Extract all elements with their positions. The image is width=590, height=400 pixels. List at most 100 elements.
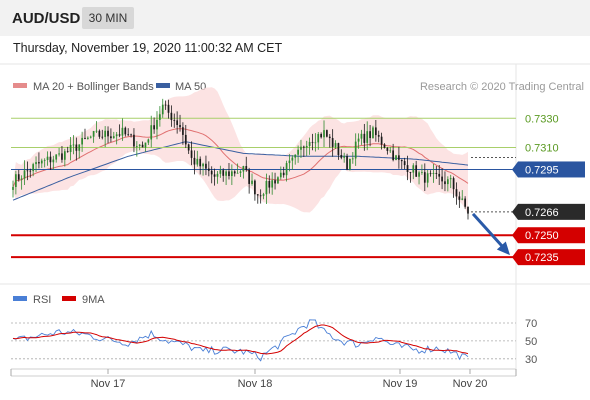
candle-body (351, 158, 354, 160)
candle-body (202, 163, 204, 167)
candle-body (87, 137, 89, 139)
candle-body (173, 120, 176, 121)
candle-body (395, 155, 397, 161)
level-tag-pointer (512, 249, 518, 266)
candle-body (331, 138, 334, 147)
forecast-arrow-shaft (471, 212, 505, 249)
candle-body (153, 125, 155, 130)
candle-body (467, 206, 469, 214)
candle-body (334, 143, 337, 147)
candle-body (104, 130, 107, 137)
candle-body (159, 114, 161, 120)
candle-body (63, 151, 66, 160)
candle-body (305, 145, 308, 148)
candle-body (225, 171, 227, 176)
level-label: 0.7310 (525, 143, 559, 155)
candle-body (46, 156, 49, 160)
candle-body (245, 166, 248, 171)
candle-body (418, 172, 420, 177)
candle-body (98, 130, 101, 137)
candle-body (415, 165, 418, 177)
candle-body (372, 127, 374, 139)
candle-body (446, 179, 449, 185)
x-tick-label: Nov 18 (238, 378, 273, 390)
rsi-ma-line (12, 324, 469, 355)
level-label: 0.7266 (525, 207, 559, 219)
candle-body (426, 173, 429, 183)
symbol-title: AUD/USD (12, 10, 81, 27)
candle-body (75, 144, 78, 151)
candle-body (374, 127, 377, 136)
candle-body (288, 160, 291, 164)
rsi-level-label: 30 (525, 354, 537, 366)
ma50-legend-label: MA 50 (175, 81, 206, 93)
level-tag (518, 227, 585, 244)
candle-body (81, 137, 83, 145)
candle-body (43, 159, 46, 161)
candle-body (207, 168, 210, 171)
candle-body (233, 171, 236, 174)
timeframe-badge[interactable]: 30 MIN (82, 7, 134, 29)
candle-body (389, 150, 392, 152)
level-tag (518, 249, 585, 266)
candle-body (444, 181, 446, 185)
candle-body (323, 130, 325, 138)
candle-body (231, 171, 233, 177)
candle-body (205, 163, 207, 169)
candle-body (199, 158, 202, 167)
candle-body (400, 159, 403, 162)
candle-body (392, 150, 394, 161)
candle-body (328, 136, 331, 139)
candle-body (213, 174, 216, 177)
candle-body (184, 134, 187, 145)
candle-body (61, 153, 63, 160)
candle-body (464, 198, 466, 207)
candle-body (251, 180, 253, 184)
candle-body (262, 194, 265, 196)
candle-body (377, 135, 380, 137)
candle-body (115, 134, 118, 137)
ma20-legend-label: MA 20 + Bollinger Bands (33, 81, 154, 93)
candle-body (297, 149, 299, 155)
candle-body (78, 144, 81, 151)
rsi-level-label: 50 (525, 336, 537, 348)
ma50-line (12, 141, 469, 201)
candle-body (458, 196, 461, 200)
candle-body (15, 174, 17, 187)
candle-body (311, 141, 314, 143)
candle-body (101, 136, 104, 138)
candle-body (265, 180, 268, 195)
candle-body (222, 170, 225, 176)
candle-body (161, 104, 164, 115)
candle-body (138, 144, 141, 147)
candle-body (441, 176, 443, 182)
candle-body (112, 136, 115, 139)
candle-body (72, 144, 75, 146)
candle-body (20, 178, 23, 180)
level-tag (518, 161, 585, 178)
candle-body (130, 134, 132, 136)
rsi-ma-legend-swatch (62, 296, 76, 301)
candle-body (412, 165, 415, 173)
candle-body (170, 112, 173, 121)
candle-body (40, 160, 43, 164)
main-panel: 0.7330 0.7310 0.7295 0.7266 0.7250 0.7235 (11, 87, 585, 266)
candle-body (340, 155, 343, 158)
candle-body (121, 127, 124, 136)
candle-body (429, 173, 432, 175)
candle-body (455, 189, 458, 197)
candle-body (228, 171, 230, 177)
candle-body (58, 153, 60, 155)
level-label: 0.7235 (525, 252, 559, 264)
candle-body (403, 161, 406, 166)
candle-body (242, 166, 245, 172)
candle-body (363, 133, 366, 143)
candle-body (35, 162, 37, 165)
header-bar: AUD/USD 30 MIN (0, 0, 590, 36)
x-tick-label: Nov 19 (383, 378, 418, 390)
candle-body (357, 138, 360, 142)
candle-body (32, 164, 35, 172)
candle-body (167, 104, 170, 113)
candle-body (360, 133, 363, 139)
candle-body (282, 172, 285, 176)
